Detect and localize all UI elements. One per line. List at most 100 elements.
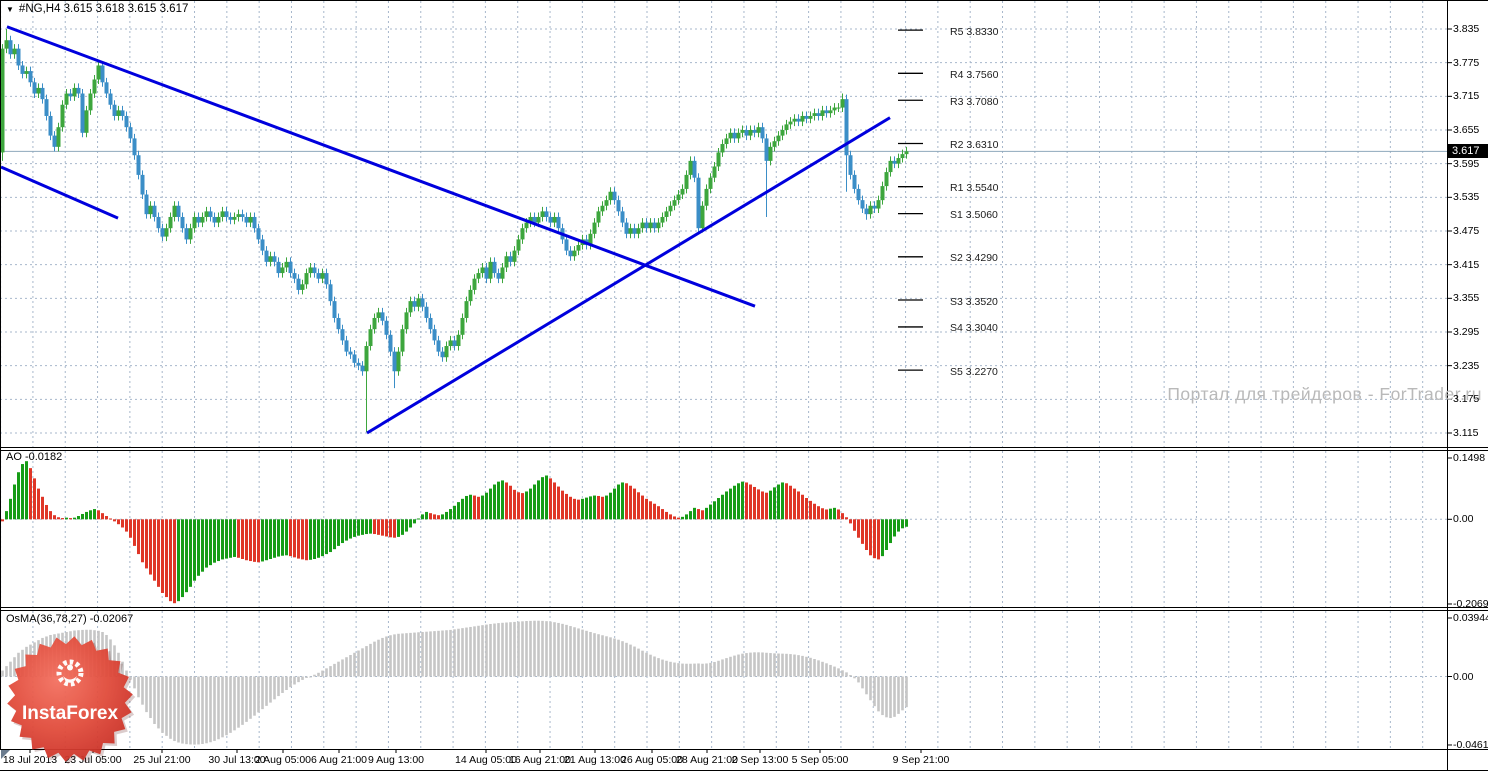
ao-bar <box>201 519 204 572</box>
candle-body <box>280 267 285 274</box>
candle-body <box>156 216 161 229</box>
osma-bar <box>217 676 220 740</box>
osma-bar <box>769 653 772 677</box>
osma-bar <box>165 676 168 736</box>
candle-body <box>596 211 601 223</box>
ao-bar <box>393 519 396 538</box>
candle-body <box>168 216 173 229</box>
candle-body <box>628 228 633 234</box>
osma-bar <box>573 627 576 677</box>
candle-body <box>444 346 449 358</box>
candle-body <box>152 205 157 217</box>
candle-body <box>896 158 901 164</box>
candle-body <box>100 65 105 83</box>
price-axis[interactable] <box>1447 0 1488 749</box>
osma-bar <box>585 630 588 677</box>
ao-bar <box>821 508 824 520</box>
osma-bar <box>481 625 484 677</box>
instaforex-logo: InstaForex <box>0 626 142 771</box>
osma-bar <box>657 658 660 677</box>
ao-bar <box>669 514 672 520</box>
ao-bar <box>657 506 660 520</box>
ao-bar <box>701 510 704 520</box>
ao-bar <box>545 475 548 520</box>
candle-body <box>684 174 689 189</box>
candle-body <box>612 191 617 201</box>
candle-body <box>880 186 885 201</box>
candle-body <box>12 48 17 55</box>
candle-body <box>112 104 117 116</box>
ao-bar <box>585 497 588 520</box>
ao-bar <box>881 519 884 557</box>
osma-bar <box>285 676 288 691</box>
osma-bar <box>861 676 864 689</box>
candle-body <box>384 320 389 335</box>
osma-bar <box>653 656 656 677</box>
osma-bar <box>897 676 900 714</box>
ao-bar <box>505 482 508 520</box>
ao-bar <box>521 493 524 520</box>
candle-body <box>788 121 793 125</box>
candle-body <box>504 256 509 268</box>
candle-body <box>632 228 637 234</box>
osma-bar <box>561 623 564 677</box>
osma-bar <box>433 631 436 677</box>
ao-bar <box>77 516 80 520</box>
ao-bar <box>565 493 568 520</box>
candle-body <box>320 273 325 279</box>
candle-body <box>452 340 457 347</box>
candle-body <box>576 245 581 251</box>
ao-bar <box>533 484 536 520</box>
osma-bar <box>569 626 572 677</box>
candle-body <box>804 115 809 119</box>
candle-body <box>892 160 897 164</box>
osma-bar <box>745 653 748 677</box>
candle-body <box>376 312 381 318</box>
ao-bar <box>369 519 372 534</box>
ao-bar <box>337 519 340 546</box>
ao-bar <box>9 498 12 520</box>
ao-bar <box>93 509 96 520</box>
ao-bar <box>833 507 836 520</box>
osma-bar <box>485 624 488 677</box>
candle-body <box>296 278 301 290</box>
osma-bar <box>521 621 524 677</box>
candle-body <box>800 115 805 122</box>
ao-bar <box>421 514 424 520</box>
osma-bar <box>333 663 336 677</box>
osma-bar <box>237 676 240 728</box>
ao-bar <box>693 507 696 520</box>
ao-bar <box>605 495 608 520</box>
candle-body <box>492 261 497 274</box>
candle-body <box>328 284 333 302</box>
ao-bar <box>29 468 32 520</box>
time-axis[interactable] <box>0 749 1447 771</box>
osma-bar <box>353 652 356 677</box>
candle-body <box>400 329 405 352</box>
candle-body <box>36 87 41 94</box>
candle-body <box>104 82 109 94</box>
osma-bar <box>277 676 280 697</box>
ao-bar <box>85 511 88 520</box>
candle-body <box>548 216 553 223</box>
ao-bar <box>261 519 264 562</box>
ao-bar <box>613 488 616 520</box>
osma-bar <box>677 663 680 677</box>
osma-bar <box>185 676 188 745</box>
trendline-descending-channel-lower <box>0 165 119 220</box>
candle-body <box>496 273 501 279</box>
osma-bar <box>169 676 172 739</box>
ao-bar <box>513 489 516 520</box>
osma-bar <box>493 623 496 677</box>
candle-body <box>720 144 725 153</box>
candle-body <box>512 250 517 262</box>
osma-bar <box>121 661 124 677</box>
candle-body <box>524 222 529 229</box>
candle-body <box>96 65 101 80</box>
osma-bar <box>461 628 464 677</box>
ao-bar <box>305 519 308 561</box>
candle-body <box>736 132 741 139</box>
candle-body <box>380 312 385 321</box>
osma-bar <box>489 623 492 677</box>
